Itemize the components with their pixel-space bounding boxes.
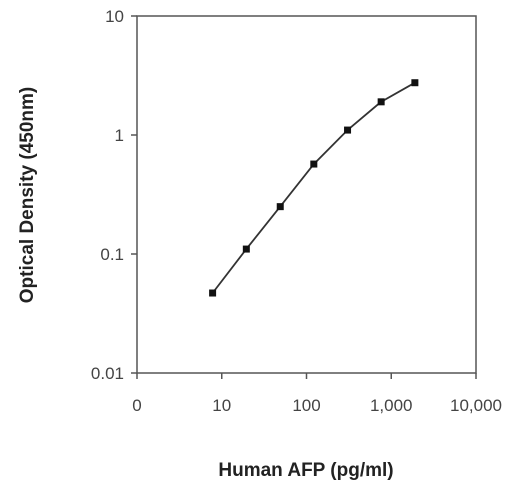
x-tick-label: 0 bbox=[132, 396, 141, 415]
data-point bbox=[344, 126, 352, 134]
y-axis-ticks: 10 1 0.1 0.01 bbox=[91, 7, 137, 383]
data-point bbox=[310, 160, 318, 168]
y-tick-label: 0.01 bbox=[91, 364, 124, 383]
x-axis-title: Human AFP (pg/ml) bbox=[218, 460, 393, 481]
x-tick-label: 1,000 bbox=[370, 396, 413, 415]
x-axis-ticks: 0 10 100 1,000 10,000 bbox=[132, 373, 502, 415]
x-tick-label: 10 bbox=[212, 396, 231, 415]
data-point bbox=[411, 79, 419, 87]
data-point bbox=[209, 289, 217, 297]
plot-frame bbox=[136, 15, 477, 374]
x-tick-label: 100 bbox=[292, 396, 320, 415]
x-tick-label: 10,000 bbox=[450, 396, 502, 415]
data-point bbox=[377, 98, 385, 106]
y-tick-label: 0.1 bbox=[100, 245, 124, 264]
series-line bbox=[211, 81, 416, 294]
y-tick-label: 10 bbox=[105, 7, 124, 26]
data-point bbox=[242, 245, 250, 253]
series-layer bbox=[209, 79, 419, 297]
y-axis-title: Optical Density (450nm) bbox=[17, 87, 38, 303]
data-point bbox=[276, 203, 284, 211]
y-tick-label: 1 bbox=[115, 126, 124, 145]
